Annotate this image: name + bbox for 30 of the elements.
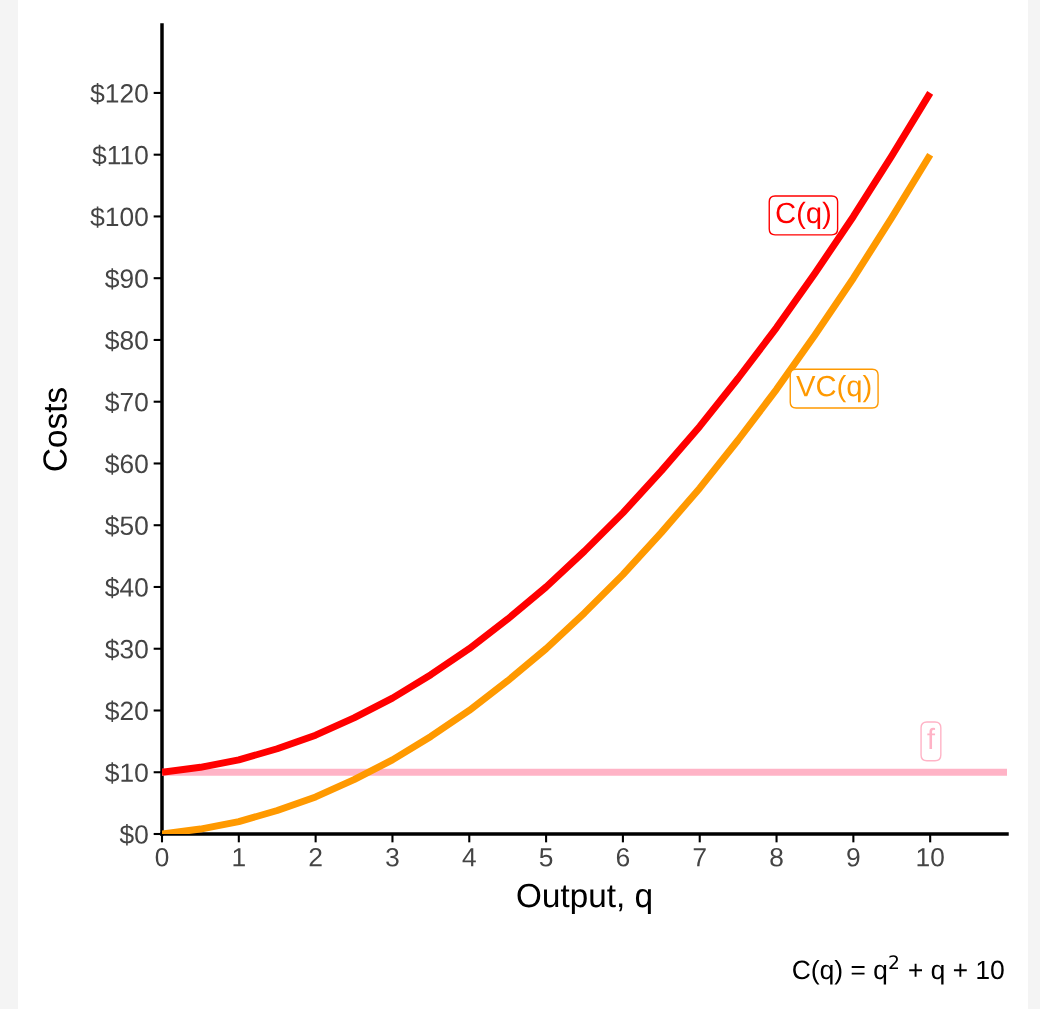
- x-axis-title: Output, q: [517, 883, 651, 914]
- y-tick-label: $90: [105, 268, 148, 290]
- x-tick-label: 5: [539, 848, 553, 867]
- x-tick-label: 4: [462, 848, 476, 867]
- y-tick-label: $30: [105, 638, 148, 661]
- x-tick-label: 1: [233, 848, 245, 867]
- y-tick-label: $100: [90, 206, 148, 228]
- y-tick-label: $20: [105, 700, 148, 722]
- x-tick-label: 2: [309, 847, 322, 867]
- x-tick-label: 9: [847, 847, 860, 867]
- x-tick-label: 8: [770, 847, 783, 867]
- x-tick-label: 3: [386, 847, 399, 867]
- x-tick-label: 0: [155, 847, 169, 867]
- y-tick-label: $10: [105, 762, 148, 784]
- y-tick-label: $120: [90, 82, 148, 105]
- y-tick-label: $60: [105, 453, 148, 475]
- x-tick-label: 10: [917, 847, 944, 867]
- y-tick-label: $0: [119, 824, 148, 846]
- series-label: C(q): [776, 201, 830, 230]
- series-label: f: [927, 727, 936, 749]
- x-tick-label: 7: [693, 848, 706, 867]
- y-tick-label: $80: [105, 329, 148, 352]
- y-axis-title: Costs: [43, 388, 67, 471]
- x-tick-label: 6: [616, 847, 630, 867]
- text: C(q) = q$^{2}$ + q + 10: [793, 955, 1004, 985]
- series-label: VC(q): [796, 375, 871, 403]
- y-tick-label: $70: [105, 391, 148, 414]
- y-tick-label: $50: [105, 515, 148, 537]
- y-tick-label: $40: [105, 577, 148, 599]
- y-tick-label: $110: [92, 144, 148, 167]
